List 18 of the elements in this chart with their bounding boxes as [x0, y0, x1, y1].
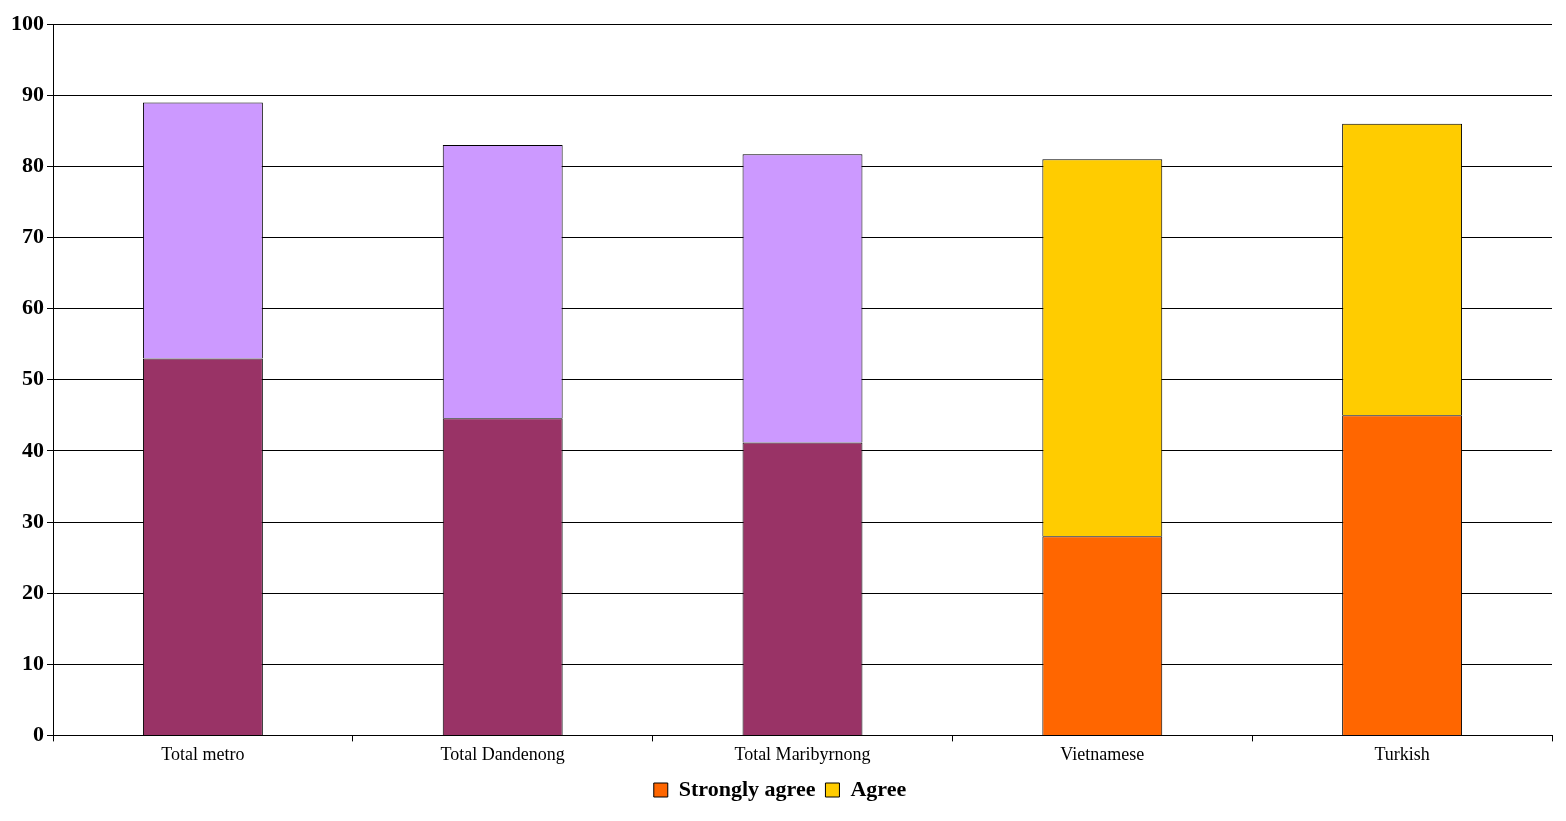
y-tick-label: 30 — [22, 507, 44, 533]
y-tick-label: 60 — [22, 294, 44, 320]
y-tick-label: 50 — [22, 365, 44, 391]
y-tick-label: 20 — [22, 578, 44, 604]
y-tick-label: 100 — [11, 9, 44, 35]
x-tick-label: Total Maribyrnong — [734, 743, 871, 764]
y-tick-label: 40 — [22, 436, 44, 462]
x-tick-label: Total Dandenong — [440, 743, 565, 764]
y-tick-label: 10 — [22, 649, 44, 675]
y-tick-label: 70 — [22, 223, 44, 249]
legend-label: Strongly agree — [678, 775, 816, 801]
y-tick-label: 80 — [22, 152, 44, 178]
x-tick-label: Vietnamese — [1060, 743, 1145, 764]
y-tick-label: 90 — [22, 81, 44, 107]
x-tick-label: Turkish — [1374, 743, 1430, 764]
legend-label: Agree — [850, 775, 907, 801]
x-tick-label: Total metro — [161, 743, 245, 764]
y-tick-label: 0 — [33, 721, 44, 747]
